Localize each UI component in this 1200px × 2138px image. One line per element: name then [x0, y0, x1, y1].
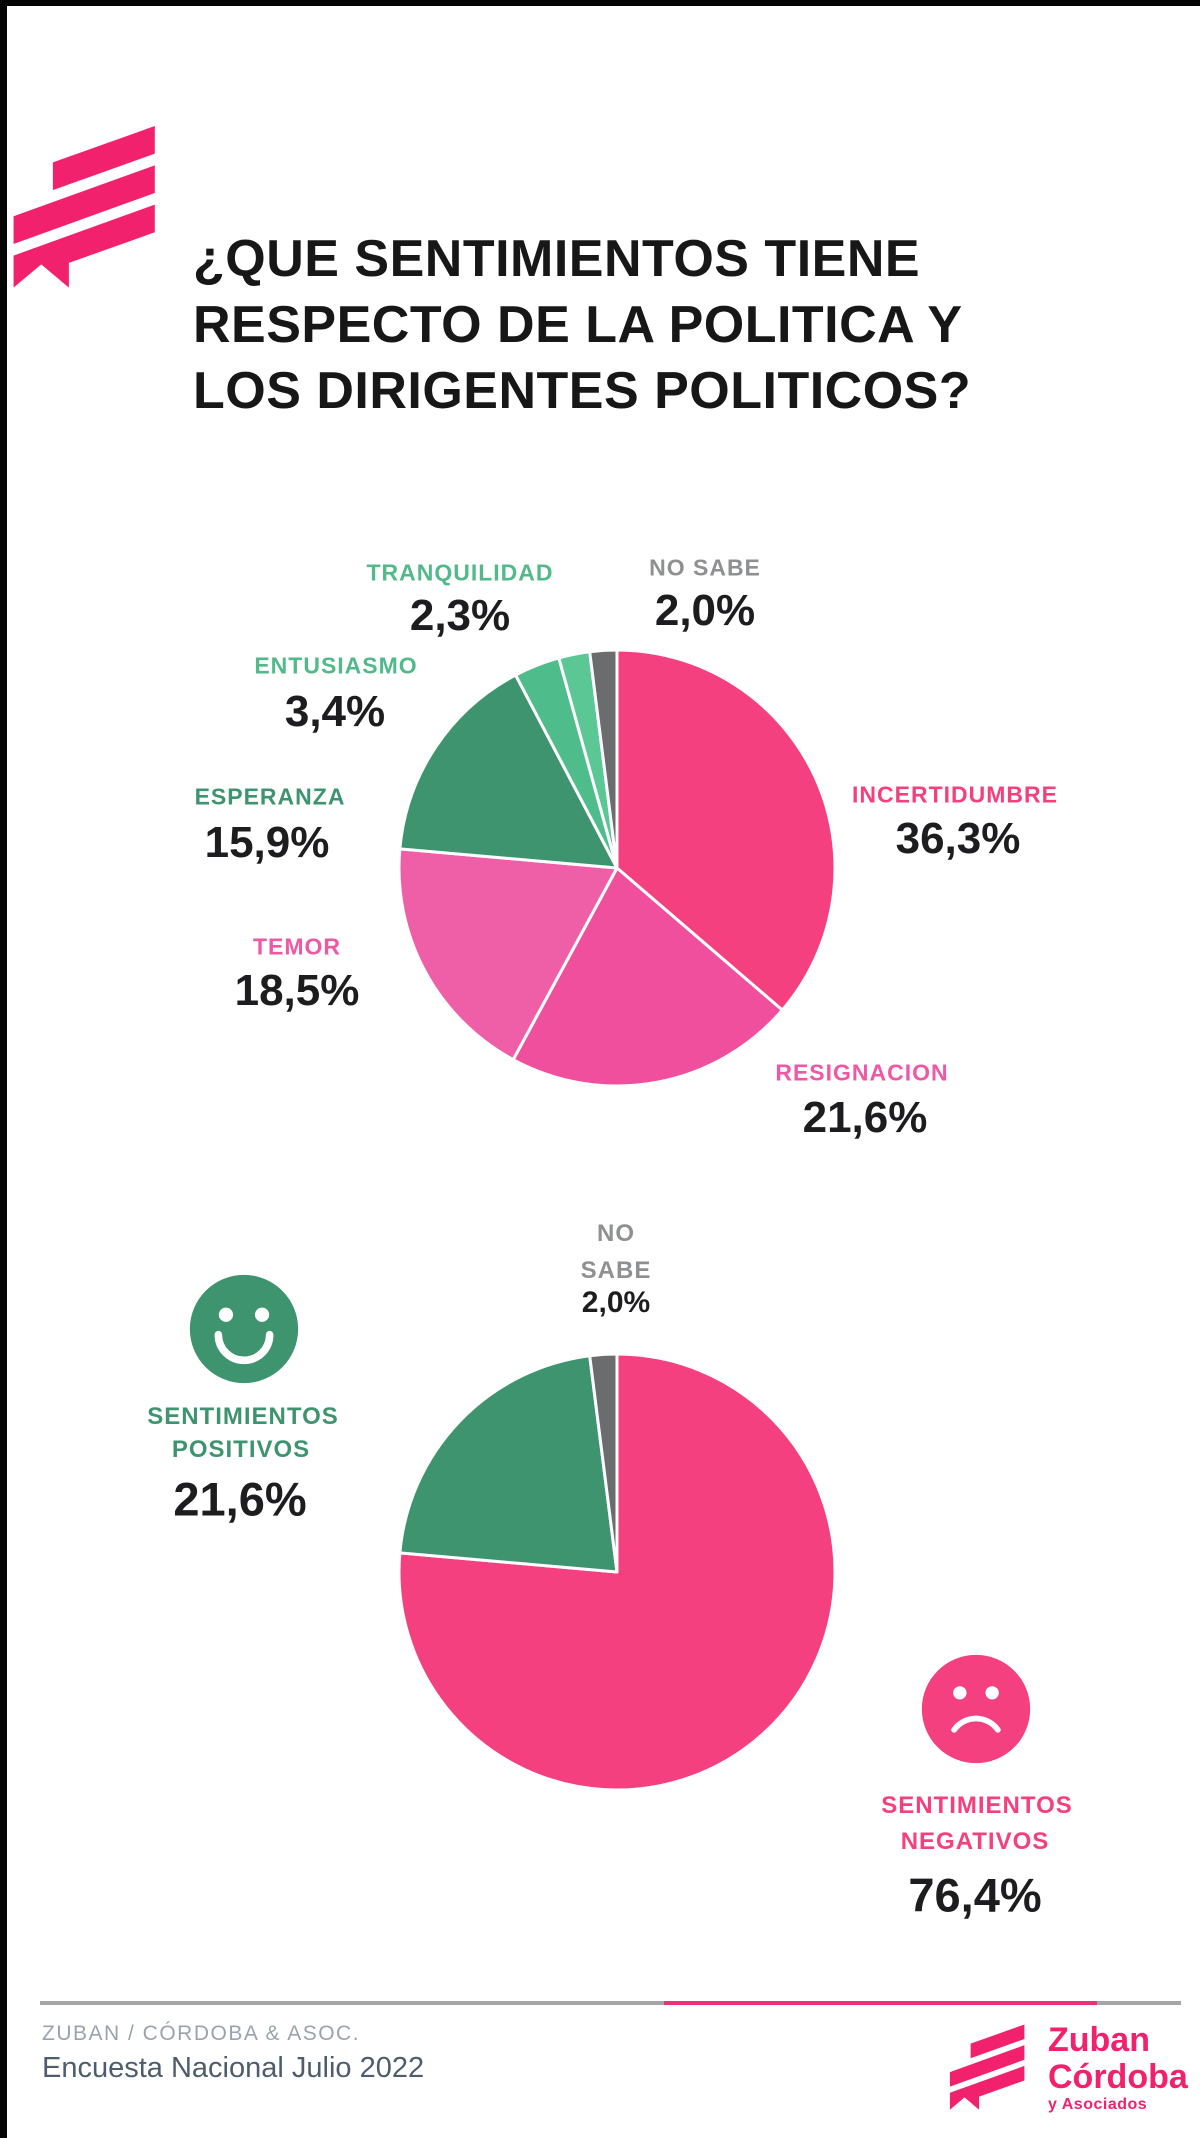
value-positivos: 21,6% [173, 1472, 307, 1526]
label-negativos-line1: SENTIMIENTOS [881, 1792, 1073, 1819]
brand-line-1: Zuban [1048, 2021, 1150, 2059]
title-line-1: ¿QUE SENTIMIENTOS TIENE [193, 230, 921, 288]
page-left-border [0, 0, 7, 2138]
value-esperanza: 15,9% [204, 818, 330, 867]
pie-chart-feelings-grouped [397, 1352, 837, 1792]
pie-slice-esperanza [398, 673, 619, 870]
label-resignacion: RESIGNACION [775, 1059, 949, 1086]
pie-slice-temor [397, 847, 619, 1062]
pie-slice-resignacion [511, 866, 784, 1088]
value-tranquilidad: 2,3% [409, 591, 511, 640]
label-incertidumbre: INCERTIDUMBRE [852, 781, 1058, 808]
title-line-2: RESPECTO DE LA POLITICA Y [193, 296, 963, 354]
footer-brand-name: Zuban Córdoba y Asociados [1048, 2022, 1188, 2114]
brand-line-2: Córdoba [1048, 2058, 1188, 2096]
label-no-sabe-2-line2: SABE [580, 1257, 652, 1284]
pie-slice-no-sabe [588, 1352, 619, 1574]
sad-face-icon [921, 1654, 1031, 1764]
pie-slice-sentimientos-positivos [398, 1354, 619, 1574]
label-entusiasmo: ENTUSIASMO [254, 652, 418, 679]
pie-chart-feelings-detail [397, 648, 837, 1088]
page-top-border [0, 0, 1200, 6]
value-resignacion: 21,6% [802, 1093, 928, 1142]
diagonal-stripes-logo-icon [13, 126, 155, 288]
value-no-sabe-1: 2,0% [654, 586, 756, 635]
logo-stripes [949, 2024, 1025, 2110]
label-negativos-line2: NEGATIVOS [900, 1828, 1050, 1855]
value-incertidumbre: 36,3% [895, 814, 1021, 863]
pie-slice-incertidumbre [615, 648, 837, 1012]
label-tranquilidad: TRANQUILIDAD [366, 559, 554, 586]
footer-divider [40, 2001, 1181, 2005]
label-no-sabe-1: NO SABE [649, 554, 761, 581]
page-title: ¿QUE SENTIMIENTOS TIENE RESPECTO DE LA P… [193, 226, 1073, 424]
logo-stripes [13, 126, 155, 288]
value-temor: 18,5% [234, 966, 360, 1015]
label-esperanza: ESPERANZA [194, 783, 346, 810]
value-negativos: 76,4% [908, 1868, 1042, 1922]
brand-line-3: y Asociados [1048, 2096, 1148, 2113]
label-no-sabe-2-line1: NO [597, 1220, 635, 1247]
title-line-3: LOS DIRIGENTES POLITICOS? [193, 362, 972, 420]
footer-source: ZUBAN / CÓRDOBA & ASOC. [42, 2022, 361, 2045]
label-positivos-line1: SENTIMIENTOS [147, 1403, 339, 1430]
label-positivos-line2: POSITIVOS [171, 1436, 311, 1463]
diagonal-stripes-logo-icon [949, 2024, 1025, 2110]
value-entusiasmo: 3,4% [284, 687, 386, 736]
pie-slice-no-sabe [588, 648, 619, 870]
footer-subtitle: Encuesta Nacional Julio 2022 [42, 2052, 425, 2084]
smiley-face-icon [189, 1274, 299, 1384]
label-temor: TEMOR [252, 933, 342, 960]
value-no-sabe-2: 2,0% [581, 1286, 651, 1319]
